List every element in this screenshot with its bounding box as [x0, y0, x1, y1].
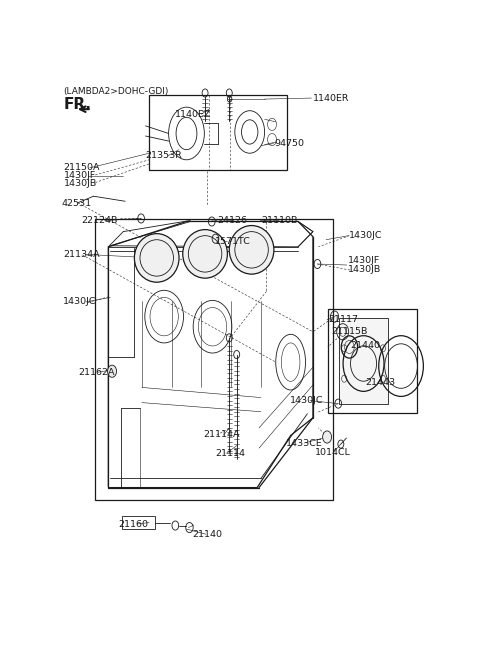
Text: 21134A: 21134A: [63, 250, 100, 259]
Text: FR.: FR.: [64, 97, 92, 112]
Text: 1430JB: 1430JB: [64, 179, 97, 188]
Text: 21443: 21443: [366, 378, 396, 387]
Text: 24126: 24126: [218, 216, 248, 225]
Text: 21114: 21114: [216, 449, 245, 458]
Ellipse shape: [229, 225, 274, 274]
Text: (LAMBDA2>DOHC-GDI): (LAMBDA2>DOHC-GDI): [64, 87, 169, 97]
Ellipse shape: [134, 234, 179, 283]
Text: 42531: 42531: [62, 199, 92, 208]
Text: 21160: 21160: [119, 520, 149, 528]
Text: 1140EZ: 1140EZ: [175, 110, 212, 119]
Text: 1140ER: 1140ER: [313, 93, 349, 102]
Text: 21150A: 21150A: [64, 164, 100, 172]
Text: 94750: 94750: [274, 139, 304, 148]
Text: 21114A: 21114A: [203, 430, 240, 440]
Text: 21353R: 21353R: [145, 151, 182, 160]
Text: 1430JC: 1430JC: [349, 231, 383, 240]
Text: 1430JF: 1430JF: [348, 256, 380, 265]
Text: 1430JF: 1430JF: [64, 171, 96, 181]
Bar: [149, 95, 287, 170]
Text: 21117: 21117: [328, 315, 358, 324]
Text: 1430JB: 1430JB: [348, 265, 381, 273]
Circle shape: [323, 431, 332, 443]
Circle shape: [108, 365, 117, 377]
Ellipse shape: [183, 229, 228, 278]
Text: 1571TC: 1571TC: [215, 237, 251, 246]
Bar: [328, 309, 417, 413]
Bar: [96, 219, 334, 500]
Bar: [122, 516, 155, 529]
Text: 1430JC: 1430JC: [63, 298, 96, 306]
Bar: [339, 318, 388, 403]
Text: 21110B: 21110B: [261, 216, 297, 225]
Text: 22124B: 22124B: [82, 216, 118, 225]
Text: 21115B: 21115B: [332, 327, 368, 336]
Text: 21162A: 21162A: [79, 368, 115, 376]
Text: 21140: 21140: [192, 530, 222, 539]
Text: 21440: 21440: [350, 341, 380, 350]
Text: 1430JC: 1430JC: [290, 396, 324, 405]
Text: 1433CE: 1433CE: [286, 439, 323, 447]
Text: 1014CL: 1014CL: [315, 447, 351, 457]
